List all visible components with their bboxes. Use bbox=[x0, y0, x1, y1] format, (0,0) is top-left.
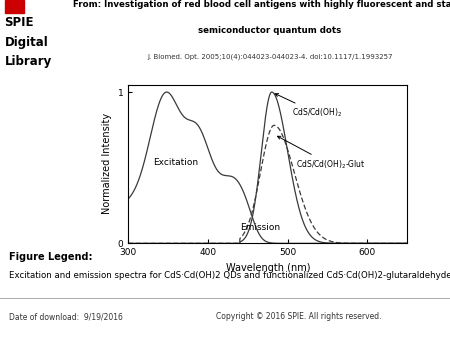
Text: Excitation: Excitation bbox=[153, 158, 198, 167]
Text: Digital: Digital bbox=[4, 36, 48, 49]
Y-axis label: Normalized Intensity: Normalized Intensity bbox=[102, 113, 112, 215]
Text: From: Investigation of red blood cell antigens with highly fluorescent and stabl: From: Investigation of red blood cell an… bbox=[73, 0, 450, 9]
Text: CdS/Cd(OH)$_2$-Glut: CdS/Cd(OH)$_2$-Glut bbox=[278, 136, 365, 171]
Text: Copyright © 2016 SPIE. All rights reserved.: Copyright © 2016 SPIE. All rights reserv… bbox=[216, 312, 382, 321]
X-axis label: Wavelength (nm): Wavelength (nm) bbox=[225, 263, 310, 273]
Text: Date of download:  9/19/2016: Date of download: 9/19/2016 bbox=[9, 312, 123, 321]
Text: J. Biomed. Opt. 2005;10(4):044023-044023-4. doi:10.1117/1.1993257: J. Biomed. Opt. 2005;10(4):044023-044023… bbox=[147, 53, 393, 60]
Text: semiconductor quantum dots: semiconductor quantum dots bbox=[198, 26, 342, 35]
Bar bbox=[4, 0, 24, 14]
Text: Emission: Emission bbox=[240, 223, 280, 233]
Text: Excitation and emission spectra for CdS·Cd(OH)2 QDs and functionalized CdS·Cd(OH: Excitation and emission spectra for CdS·… bbox=[9, 271, 450, 280]
Text: Figure Legend:: Figure Legend: bbox=[9, 252, 92, 262]
Text: Library: Library bbox=[4, 55, 52, 68]
Text: SPIE: SPIE bbox=[4, 16, 34, 29]
Text: CdS/Cd(OH)$_2$: CdS/Cd(OH)$_2$ bbox=[275, 94, 342, 120]
